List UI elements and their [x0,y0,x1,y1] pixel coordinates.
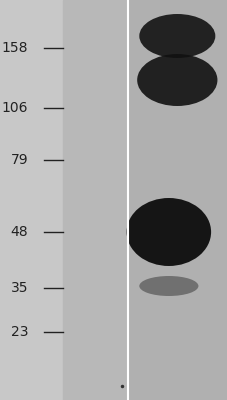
Text: 35: 35 [11,281,28,295]
Text: 23: 23 [11,325,28,339]
Ellipse shape [126,198,210,266]
Ellipse shape [139,276,197,296]
Ellipse shape [137,54,217,106]
Text: 48: 48 [11,225,28,239]
Bar [128,0,227,400]
Bar [63,0,126,400]
Text: 79: 79 [11,153,28,167]
Ellipse shape [139,14,214,58]
Text: 106: 106 [2,101,28,115]
Text: 158: 158 [2,41,28,55]
